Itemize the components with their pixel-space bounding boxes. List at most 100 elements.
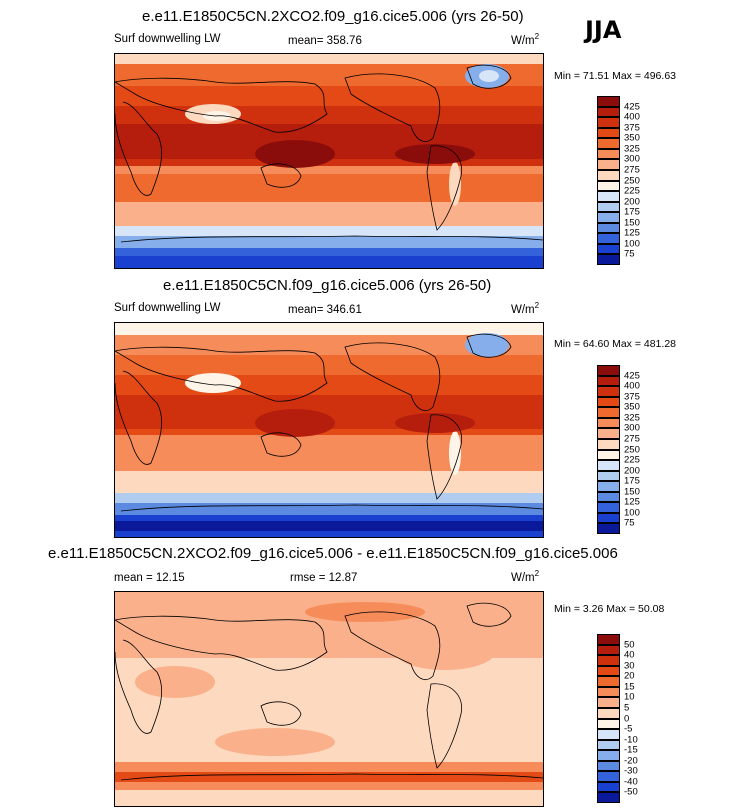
panel1-map [114,53,544,269]
colorbar-tick-label: 425 [624,370,640,382]
colorbar-tick-label: 125 [624,496,640,508]
colorbar-swatch [597,750,620,761]
colorbar-tick-label: 300 [624,422,640,434]
colorbar-swatch [597,781,620,793]
colorbar-tick-label: 10 [624,691,635,703]
colorbar-tick-label: 50 [624,639,635,651]
colorbar-tick-label: -15 [624,744,638,756]
colorbar-tick-label: -5 [624,723,633,735]
colorbar-swatch [597,428,620,439]
colorbar-swatch [597,470,620,482]
panel2-map [114,322,544,538]
panel2-variable-label: Surf downwelling LW [114,302,221,314]
colorbar-swatch [597,148,620,160]
colorbar-swatch [597,792,620,803]
colorbar-swatch [597,644,620,656]
colorbar-tick-label: 250 [624,175,640,186]
panel3-rmse-label: rmse = 12.87 [290,572,358,584]
colorbar-tick-label: 5 [624,702,630,714]
panel3-map [114,591,544,807]
colorbar-tick-label: 375 [624,122,640,134]
colorbar-tick-label: -40 [624,776,638,788]
colorbar-swatch [597,655,620,666]
colorbar-swatch [597,180,620,192]
colorbar-swatch [597,523,620,534]
colorbar-tick-label: -50 [624,786,638,798]
colorbar-swatch [597,438,620,450]
colorbar-tick-label: -20 [624,755,638,767]
colorbar-swatch [597,771,620,782]
colorbar-swatch [597,138,620,149]
colorbar-swatch [597,159,620,170]
panel1-variable-label: Surf downwelling LW [114,33,221,45]
colorbar-swatch [597,665,620,677]
colorbar-tick-label: 0 [624,713,630,724]
colorbar-swatch [597,760,620,772]
colorbar-swatch [597,222,620,234]
colorbar-tick-label: 275 [624,164,640,176]
colorbar-tick-label: 20 [624,670,635,682]
colorbar-swatch [597,106,620,118]
colorbar-tick-label: 225 [624,185,640,197]
colorbar-swatch [597,191,620,202]
colorbar-tick-label: 100 [624,238,640,250]
panel3-mean-label: mean = 12.15 [114,572,185,584]
colorbar-tick-label: 425 [624,101,640,113]
colorbar-swatch [597,375,620,387]
colorbar-swatch [597,460,620,471]
colorbar-swatch [597,481,620,492]
colorbar-tick-label: 400 [624,380,640,392]
colorbar-tick-label: 325 [624,143,640,155]
panel3-minmax: Min = 3.26 Max = 50.08 [554,603,665,615]
colorbar-tick-label: 75 [624,517,635,529]
colorbar-swatch [597,365,620,376]
panel3-units: W/m2 [511,569,540,584]
panel1-colorbar: 425 400 375 350 325 300 275 250 225 200 175 150 125 1… [597,96,640,265]
colorbar-swatch [597,449,620,461]
colorbar-tick-label: 200 [624,465,640,477]
colorbar-tick-label: -10 [624,734,638,746]
colorbar-swatch [597,212,620,223]
colorbar-tick-label: 75 [624,248,635,260]
colorbar-swatch [597,386,620,397]
panel2-colorbar: 425 400 375 350 325 300 275 250 225 200 175 150 125 1… [597,365,640,534]
panel1-minmax: Min = 71.51 Max = 496.63 [554,70,676,82]
colorbar-tick-label: 350 [624,132,640,144]
colorbar-tick-label: 15 [624,681,635,693]
colorbar-tick-label: 325 [624,412,640,424]
colorbar-swatch [597,634,620,645]
colorbar-tick-label: 30 [624,660,635,672]
colorbar-swatch [597,697,620,708]
panel2-title: e.e11.E1850C5CN.f09_g16.cice5.006 (yrs 2… [163,277,492,294]
colorbar-swatch [597,96,620,107]
colorbar-swatch [597,686,620,698]
colorbar-swatch [597,676,620,687]
panel2-units: W/m2 [511,301,540,316]
panel2-minmax: Min = 64.60 Max = 481.28 [554,338,676,350]
colorbar-tick-label: 125 [624,227,640,239]
colorbar-tick-label: 250 [624,444,640,455]
panel3-colorbar: 50 40 30 20 15 10 5 0 -5 -10 -15 -20 -30 -40 -50 [597,634,638,803]
colorbar-swatch [597,127,620,139]
colorbar-swatch [597,718,620,730]
season-label: JJA [585,16,622,44]
colorbar-tick-label: 100 [624,507,640,519]
panel1-title: e.e11.E1850C5CN.2XCO2.f09_g16.cice5.006 … [142,8,524,25]
colorbar-swatch [597,201,620,213]
colorbar-tick-label: -30 [624,765,638,777]
colorbar-swatch [597,512,620,524]
colorbar-tick-label: 200 [624,196,640,208]
panel1-units: W/m2 [511,32,540,47]
colorbar-swatch [597,707,620,719]
colorbar-tick-label: 150 [624,486,640,498]
colorbar-tick-label: 175 [624,206,640,218]
colorbar-swatch [597,233,620,244]
colorbar-swatch [597,169,620,181]
colorbar-tick-label: 275 [624,433,640,445]
colorbar-swatch [597,243,620,255]
colorbar-swatch [597,407,620,418]
colorbar-swatch [597,396,620,408]
colorbar-tick-label: 375 [624,391,640,403]
colorbar-swatch [597,417,620,429]
colorbar-tick-label: 225 [624,454,640,466]
